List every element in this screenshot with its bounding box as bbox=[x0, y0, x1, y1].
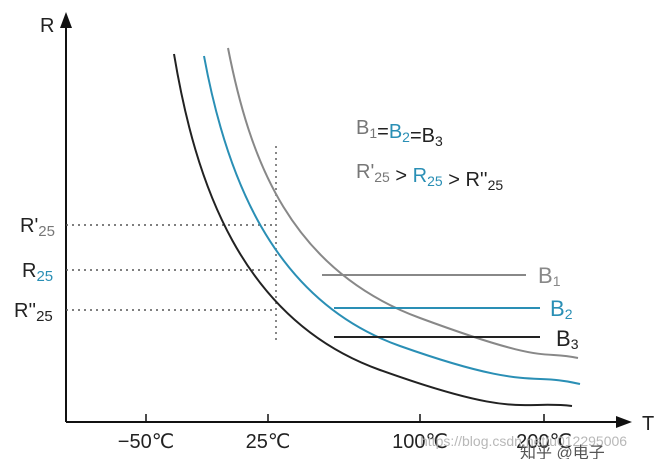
annotation-r-inequality: R'25 > R25 > R''25 bbox=[356, 161, 503, 193]
curve-b1 bbox=[227, 47, 579, 359]
legend-label-b3: B3 bbox=[556, 326, 579, 352]
x-tick-label-0: −50℃ bbox=[118, 431, 174, 453]
x-tick-group: −50℃ 25℃ 100℃ 200℃ bbox=[118, 414, 572, 453]
y-marker-r-prime-25: R'25 bbox=[20, 215, 55, 240]
x-tick-label-2: 100℃ bbox=[392, 431, 448, 453]
annotation-b-equality: B1=B2=B3 bbox=[356, 117, 443, 149]
x-tick-label-3: 200℃ bbox=[516, 431, 572, 453]
x-axis-arrow bbox=[616, 416, 632, 428]
watermark-brand: 知乎 @电子 bbox=[520, 444, 605, 459]
x-axis-title: T bbox=[642, 413, 654, 435]
y-axis-arrow bbox=[60, 12, 72, 28]
legend-label-b2: B2 bbox=[550, 296, 573, 322]
y-marker-r-double-prime-25: R''25 bbox=[14, 300, 53, 325]
y-axis-title: R bbox=[40, 15, 54, 37]
watermark-url: https://blog.csdn.net/u012295006 bbox=[420, 433, 627, 449]
x-tick-label-1: 25℃ bbox=[246, 431, 291, 453]
curve-b3 bbox=[173, 53, 573, 407]
y-marker-r-25: R25 bbox=[22, 260, 53, 285]
legend-label-b1: B1 bbox=[538, 263, 561, 289]
curve-b2 bbox=[203, 55, 581, 385]
